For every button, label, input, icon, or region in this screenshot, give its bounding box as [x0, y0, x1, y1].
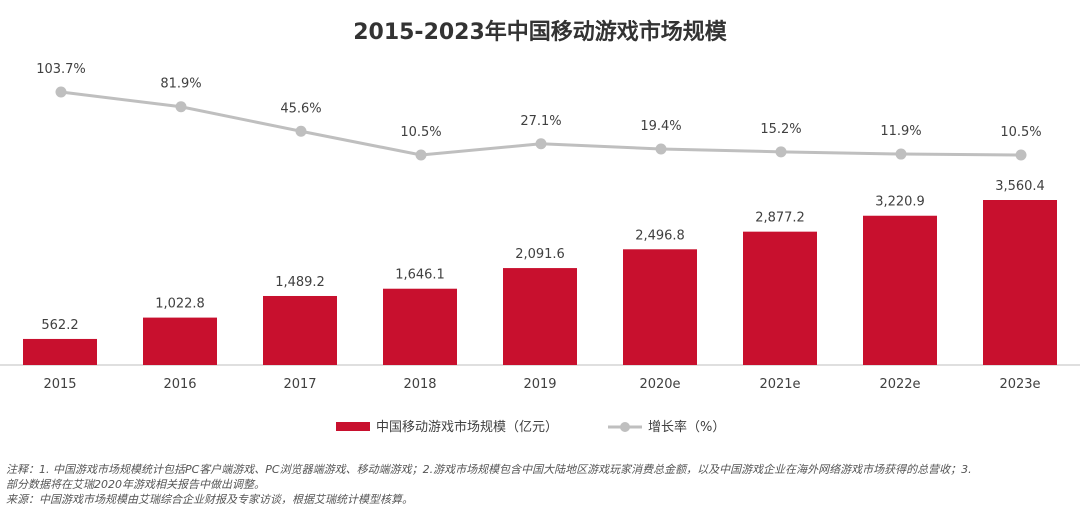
chart-title: 2015-2023年中国移动游戏市场规模: [353, 20, 727, 45]
bar-value-label-2017: 1,489.2: [275, 275, 325, 290]
growth-label-2023e: 10.5%: [1000, 125, 1041, 140]
chart-area: 562.2 2015 1,022.8 2016 1,489.2 2017 1,646.1 20…: [0, 62, 1080, 435]
bar-value-label-2016: 1,022.8: [155, 297, 205, 312]
growth-label-2015: 103.7%: [36, 62, 86, 77]
source-note: 来源：中国游戏市场规模由艾瑞综合企业财报及专家访谈，根据艾瑞统计模型核算。: [6, 493, 413, 506]
growth-point-2023e: [1015, 149, 1027, 161]
growth-point-2015: [55, 86, 67, 98]
x-tick-label-2021e: 2021e: [759, 377, 800, 392]
growth-label-2020e: 19.4%: [640, 119, 681, 134]
footnote-line-2: 部分数据将在艾瑞2020年游戏相关报告中做出调整。: [6, 478, 265, 491]
legend-line-label: 增长率（%）: [648, 419, 725, 435]
legend-bar-label: 中国移动游戏市场规模（亿元）: [376, 419, 558, 435]
x-tick-label-2016: 2016: [163, 377, 196, 392]
bar-value-label-2021e: 2,877.2: [755, 211, 805, 226]
bar-2015: [23, 338, 97, 365]
bar-2022e: [863, 215, 937, 365]
growth-label-2021e: 15.2%: [760, 122, 801, 137]
growth-point-2018: [415, 149, 427, 161]
bar-2017: [263, 295, 337, 365]
x-tick-label-2017: 2017: [283, 377, 316, 392]
bar-2018: [383, 288, 457, 365]
x-tick-label-2023e: 2023e: [999, 377, 1040, 392]
growth-point-2021e: [775, 146, 787, 158]
growth-label-2016: 81.9%: [160, 77, 201, 92]
x-tick-label-2022e: 2022e: [879, 377, 920, 392]
x-tick-label-2018: 2018: [403, 377, 436, 392]
bar-2016: [143, 317, 217, 365]
growth-point-2019: [535, 138, 547, 150]
growth-point-2022e: [895, 148, 907, 160]
growth-point-2020e: [655, 143, 667, 155]
x-tick-label-2019: 2019: [523, 377, 556, 392]
x-tick-label-2020e: 2020e: [639, 377, 680, 392]
footnote-line-1: 注释：1. 中国游戏市场规模统计包括PC客户端游戏、PC浏览器端游戏、移动端游戏…: [6, 463, 972, 476]
bar-value-label-2015: 562.2: [41, 318, 78, 333]
x-tick-label-2015: 2015: [43, 377, 76, 392]
legend-line-marker: [620, 422, 630, 432]
bar-value-label-2020e: 2,496.8: [635, 228, 685, 243]
growth-label-2022e: 11.9%: [880, 124, 921, 139]
bar-value-label-2018: 1,646.1: [395, 268, 445, 283]
bar-2019: [503, 268, 577, 365]
bar-2023e: [983, 200, 1057, 365]
growth-label-2019: 27.1%: [520, 114, 561, 129]
bar-2021e: [743, 231, 817, 365]
growth-point-2016: [175, 101, 187, 113]
growth-label-2018: 10.5%: [400, 125, 441, 140]
bar-2020e: [623, 249, 697, 365]
growth-label-2017: 45.6%: [280, 101, 321, 116]
bar-value-label-2023e: 3,560.4: [995, 179, 1045, 194]
legend-bar-swatch: [336, 422, 370, 431]
bar-value-label-2022e: 3,220.9: [875, 195, 925, 210]
growth-point-2017: [295, 125, 307, 137]
bar-value-label-2019: 2,091.6: [515, 247, 565, 262]
